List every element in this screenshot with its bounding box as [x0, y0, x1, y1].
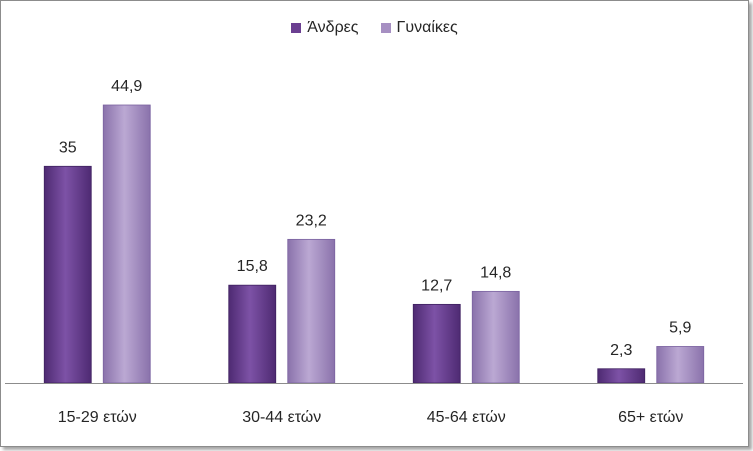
- legend-swatch-men: [291, 23, 302, 33]
- legend: Άνδρες Γυναίκες: [1, 19, 748, 37]
- x-tick-label-2: 45-64 ετών: [427, 409, 506, 426]
- data-label-women-1: 23,2: [296, 212, 327, 229]
- data-label-women-0: 44,9: [111, 78, 142, 95]
- data-label-men-0: 35: [59, 139, 77, 156]
- bar-men-0: [43, 165, 92, 384]
- legend-item-men: Άνδρες: [291, 19, 359, 37]
- data-label-men-3: 2,3: [610, 342, 632, 359]
- bar-men-2: [412, 303, 461, 384]
- data-label-men-1: 15,8: [237, 258, 268, 275]
- data-label-women-3: 5,9: [669, 319, 691, 336]
- legend-label-women: Γυναίκες: [396, 19, 458, 36]
- bar-women-0: [102, 104, 151, 384]
- bar-women-3: [656, 346, 705, 384]
- bar-women-2: [471, 290, 520, 384]
- x-tick-label-1: 30-44 ετών: [242, 409, 321, 426]
- bar-men-1: [228, 284, 277, 384]
- data-label-men-2: 12,7: [421, 277, 452, 294]
- data-label-women-2: 14,8: [480, 264, 511, 281]
- bar-men-3: [597, 368, 646, 384]
- bar-chart: 35 44,9 15-29 ετών 15,8 23,2 30-44 ετών 12,7 14…: [5, 78, 743, 426]
- legend-item-women: Γυναίκες: [380, 19, 458, 37]
- bar-women-1: [287, 238, 336, 384]
- legend-label-men: Άνδρες: [307, 19, 359, 36]
- x-tick-label-3: 65+ ετών: [618, 409, 683, 426]
- x-tick-label-0: 15-29 ετών: [58, 409, 137, 426]
- legend-swatch-women: [380, 23, 391, 33]
